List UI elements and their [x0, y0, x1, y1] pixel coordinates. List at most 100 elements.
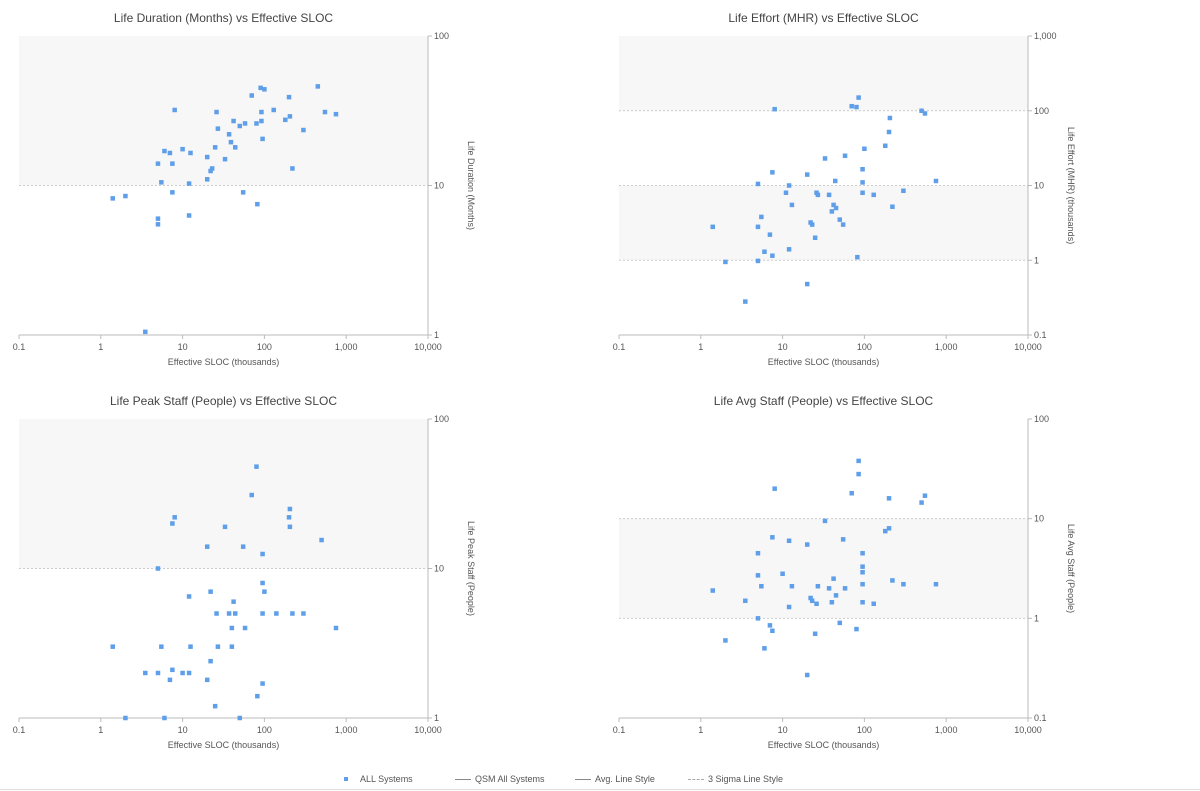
legend-point-marker [344, 777, 348, 781]
data-point [143, 329, 148, 335]
data-point [240, 544, 246, 549]
legend-sigma-line-label: 3 Sigma Line Style [708, 774, 784, 784]
y-tick-label: 1,000 [1034, 31, 1057, 41]
legend-qsm-all-label: QSM All Systems [475, 774, 545, 784]
data-point [762, 249, 767, 254]
data-point [208, 589, 213, 594]
data-point [204, 677, 210, 683]
data-point [172, 107, 177, 113]
data-point [840, 537, 846, 542]
data-point [860, 190, 865, 195]
data-point [804, 542, 810, 547]
data-point [826, 192, 832, 198]
data-point [789, 202, 795, 208]
data-point [860, 550, 865, 556]
data-point [812, 631, 818, 637]
data-point [860, 600, 865, 605]
data-point [180, 670, 185, 676]
data-point [759, 583, 764, 589]
chart-title: Life Avg Staff (People) vs Effective SLO… [714, 394, 934, 408]
data-point [922, 493, 928, 498]
data-point [287, 114, 293, 119]
x-axis-label: Effective SLOC (thousands) [768, 740, 879, 750]
data-point [862, 146, 867, 152]
data-point [215, 126, 221, 131]
y-tick-label: 0.1 [1034, 330, 1047, 340]
data-point [789, 583, 795, 589]
data-point [260, 681, 265, 686]
sigma-band [619, 185, 1028, 261]
x-tick-label: 10 [778, 725, 788, 735]
data-point [188, 644, 193, 649]
data-point [871, 192, 876, 198]
data-point [901, 188, 906, 194]
data-point [322, 109, 328, 115]
data-point [155, 670, 161, 676]
data-point [186, 594, 192, 599]
data-point [833, 593, 839, 598]
data-point [222, 524, 228, 530]
legend-avg-line-label: Avg. Line Style [595, 774, 655, 784]
data-point [274, 611, 279, 616]
data-point [755, 573, 761, 578]
y-tick-label: 10 [434, 181, 444, 191]
data-point [770, 253, 775, 258]
data-point [170, 521, 175, 526]
x-tick-label: 1 [698, 342, 703, 352]
x-tick-label: 10 [178, 342, 188, 352]
data-point [170, 667, 175, 673]
data-point [808, 595, 813, 601]
data-point [743, 299, 748, 304]
x-tick-label: 100 [257, 725, 272, 735]
data-point [333, 111, 339, 117]
data-point [786, 247, 792, 252]
data-point [886, 496, 892, 501]
data-point [208, 168, 213, 174]
data-point [204, 177, 210, 182]
x-tick-label: 10,000 [1014, 342, 1042, 352]
data-point [780, 571, 785, 577]
data-point [242, 121, 248, 126]
data-point [856, 95, 861, 100]
x-tick-label: 10 [778, 342, 788, 352]
y-tick-label: 100 [434, 414, 449, 424]
data-point [262, 87, 267, 92]
data-point [856, 471, 861, 477]
data-point [186, 670, 192, 676]
data-point [786, 183, 792, 188]
data-point [922, 111, 928, 116]
data-point [883, 143, 888, 149]
data-point [162, 148, 167, 154]
data-point [890, 204, 895, 209]
data-point [804, 172, 810, 177]
data-point [283, 117, 288, 123]
data-point [829, 209, 835, 214]
data-point [860, 166, 865, 172]
data-point [262, 589, 267, 594]
data-point [214, 611, 219, 616]
data-point [260, 136, 265, 142]
sigma-band [619, 518, 1028, 619]
data-point [812, 235, 818, 240]
data-point [255, 693, 260, 699]
data-point [155, 222, 161, 227]
chart-title: Life Effort (MHR) vs Effective SLOC [728, 11, 919, 25]
y-tick-label: 1 [434, 713, 439, 723]
data-point [315, 84, 321, 89]
data-point [226, 132, 232, 137]
data-point [762, 646, 767, 651]
legend-qsm-all-systems: QSM All Systems [455, 770, 545, 788]
data-point [786, 538, 792, 544]
data-point [770, 170, 775, 175]
data-point [215, 644, 221, 649]
data-point [231, 599, 236, 604]
data-point [232, 145, 238, 150]
data-point [871, 601, 876, 607]
data-point [123, 715, 128, 721]
data-point [167, 150, 173, 156]
data-point [301, 127, 306, 133]
data-point [229, 644, 235, 649]
x-axis-label: Effective SLOC (thousands) [768, 357, 879, 367]
x-tick-label: 1,000 [935, 342, 958, 352]
chart-legend: ALL Systems QSM All Systems Avg. Line St… [0, 770, 1200, 790]
